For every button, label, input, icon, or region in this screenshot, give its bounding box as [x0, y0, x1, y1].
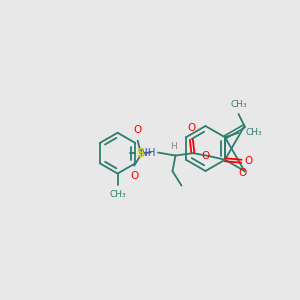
Text: NH: NH — [140, 148, 156, 158]
Text: CH₃: CH₃ — [230, 100, 247, 109]
Text: O: O — [244, 156, 252, 166]
Text: O: O — [187, 123, 196, 133]
Text: O: O — [238, 167, 246, 178]
Text: O: O — [134, 125, 142, 135]
Text: O: O — [202, 151, 210, 161]
Text: S: S — [136, 147, 144, 160]
Text: CH₃: CH₃ — [245, 128, 262, 137]
Text: CH₃: CH₃ — [109, 190, 126, 199]
Text: O: O — [130, 171, 138, 181]
Text: H: H — [171, 142, 177, 151]
